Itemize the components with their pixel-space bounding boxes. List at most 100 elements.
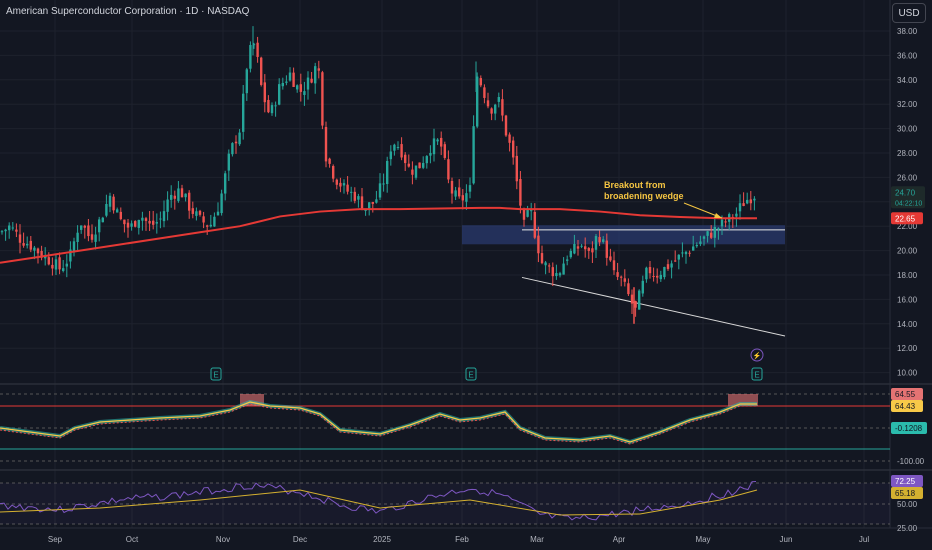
candle-body xyxy=(346,184,349,192)
candle-body xyxy=(530,210,533,212)
candle-body xyxy=(720,219,724,227)
candle-body xyxy=(260,57,263,85)
earnings-marker: E xyxy=(465,367,477,381)
candle-body xyxy=(324,127,328,162)
zone-rect xyxy=(462,225,785,245)
candle-body xyxy=(170,194,173,200)
ma-price-label-bg xyxy=(891,212,923,225)
candle-body xyxy=(746,199,749,204)
price-tick: 26.00 xyxy=(897,173,918,182)
candle-body xyxy=(648,267,652,274)
candle-body xyxy=(26,243,29,246)
candle-body xyxy=(681,252,684,254)
osc-tick: -100.00 xyxy=(897,457,925,466)
candle-body xyxy=(328,158,331,164)
candle-body xyxy=(537,235,540,254)
candle-body xyxy=(396,146,400,148)
candle-body xyxy=(105,203,108,216)
flash-circle xyxy=(750,348,764,362)
candle-body xyxy=(166,199,169,212)
candle-body xyxy=(249,45,252,69)
time-tick: Feb xyxy=(455,535,469,544)
candle-body xyxy=(350,191,353,193)
annotation-line2: broadening wedge xyxy=(604,191,684,201)
demand-zone xyxy=(462,225,785,245)
osc-slow-line xyxy=(0,403,757,445)
rsi-label-1-bg xyxy=(891,475,923,487)
candle-body xyxy=(238,132,241,145)
price-tick: 14.00 xyxy=(897,320,918,329)
candle-body xyxy=(695,245,698,247)
earnings-box xyxy=(465,367,477,381)
rsi-label-1: 72.25 xyxy=(891,475,923,487)
candle-body xyxy=(360,196,364,210)
price-tick: 10.00 xyxy=(897,369,918,378)
time-tick: Nov xyxy=(216,535,230,544)
candle-body xyxy=(162,211,166,222)
event-markers[interactable]: E E E ⚡ xyxy=(210,348,764,381)
candle-body xyxy=(476,76,479,127)
candle-body xyxy=(51,264,54,269)
flash-marker: ⚡ xyxy=(750,348,764,362)
moving-average-line xyxy=(0,206,757,264)
candle-body xyxy=(584,246,587,250)
price-tick: 36.00 xyxy=(897,51,918,60)
candle-body xyxy=(76,232,79,242)
candle-body xyxy=(422,163,425,168)
candle-body xyxy=(749,199,752,204)
candle-body xyxy=(173,195,176,199)
annotation-arrowhead xyxy=(714,213,722,218)
candle-body xyxy=(152,220,155,225)
candle-body xyxy=(303,91,306,95)
rsi-ma-line xyxy=(0,489,758,516)
last-price-value: 24.70 xyxy=(895,188,916,197)
candle-body xyxy=(342,183,346,186)
earnings-box xyxy=(210,367,222,381)
candle-body xyxy=(526,208,529,217)
candle-body xyxy=(699,241,702,245)
time-tick: Jun xyxy=(780,535,793,544)
time-axis[interactable]: Sep Oct Nov Dec 2025 Feb Mar Apr May Jun Jul xyxy=(48,535,869,544)
osc-label-1-bg xyxy=(891,388,923,400)
candle-body xyxy=(216,211,220,216)
rsi-line xyxy=(0,481,757,521)
price-tick: 20.00 xyxy=(897,247,918,256)
ma-price-label-text: 22.65 xyxy=(895,214,916,223)
trend-lines xyxy=(521,229,786,337)
candle-body xyxy=(688,252,691,254)
candle-body xyxy=(116,209,119,213)
candle-body xyxy=(627,283,630,295)
currency-button[interactable]: USD xyxy=(892,3,926,23)
candle-body xyxy=(558,273,562,276)
price-axis[interactable]: 38.0036.0034.0032.0030.0028.0026.0024.00… xyxy=(891,27,927,533)
candle-body xyxy=(58,257,61,270)
candle-body xyxy=(242,93,245,132)
candle-body xyxy=(83,225,86,228)
candle-body xyxy=(634,300,637,308)
candle-body xyxy=(245,69,248,94)
candle-body xyxy=(15,229,18,232)
candle-body xyxy=(270,105,274,114)
indicator-panes xyxy=(0,383,932,525)
candle-body xyxy=(432,138,436,155)
candle-body xyxy=(112,196,115,211)
candle-body xyxy=(393,144,396,151)
candle-body xyxy=(62,268,65,271)
candle-body xyxy=(742,203,745,207)
candle-body xyxy=(321,72,324,126)
candle-body xyxy=(738,203,742,212)
candle-body xyxy=(519,178,522,206)
candle-body xyxy=(188,192,191,211)
rsi-label-2-bg xyxy=(891,487,923,499)
candle-body xyxy=(461,195,464,201)
candle-body xyxy=(659,274,662,280)
candle-body xyxy=(666,264,670,269)
candle-body xyxy=(735,213,738,217)
candle-body xyxy=(670,263,673,268)
candle-body xyxy=(616,272,619,277)
time-tick: Apr xyxy=(613,535,626,544)
candle-body xyxy=(126,222,130,228)
candle-body xyxy=(486,100,490,107)
candle-body xyxy=(119,211,122,220)
